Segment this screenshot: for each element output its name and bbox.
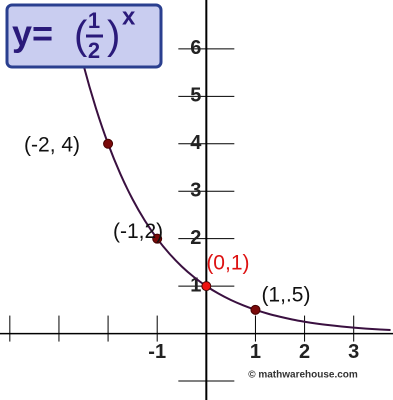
y-tick-label: 2	[190, 227, 201, 249]
y-tick-label: 5	[190, 85, 201, 107]
title-paren: (	[74, 14, 88, 58]
title-exp: x	[122, 3, 136, 30]
x-tick-label: 3	[348, 341, 359, 363]
x-tick-label: 2	[299, 341, 310, 363]
y-tick-label: 3	[190, 180, 201, 202]
point-label: (1,.5)	[261, 283, 310, 306]
x-tick-label: 1	[250, 341, 261, 363]
watermark: © mathwarehouse.com	[248, 370, 358, 381]
x-tick-label: -1	[148, 341, 166, 363]
y-tick-label: 1	[190, 274, 201, 296]
curve	[70, 14, 391, 332]
y-tick-label: 4	[190, 132, 202, 154]
point	[103, 138, 114, 149]
point-label: (-1,2)	[113, 220, 163, 243]
point	[201, 281, 212, 292]
title-paren: )	[107, 14, 120, 58]
point-label: (-2, 4)	[24, 133, 80, 156]
point-label: (0,1)	[206, 252, 249, 275]
marks: (-2, 4) (-1,2) (0,1) (1,.5)	[24, 14, 391, 332]
y-tick-label: 6	[190, 37, 201, 59]
title-box: y= ( 1 2 ) x	[5, 3, 163, 69]
title-den: 2	[88, 38, 100, 63]
point	[250, 304, 261, 315]
title-num: 1	[88, 8, 100, 33]
title-lhs: y=	[12, 13, 53, 54]
point	[152, 233, 163, 244]
